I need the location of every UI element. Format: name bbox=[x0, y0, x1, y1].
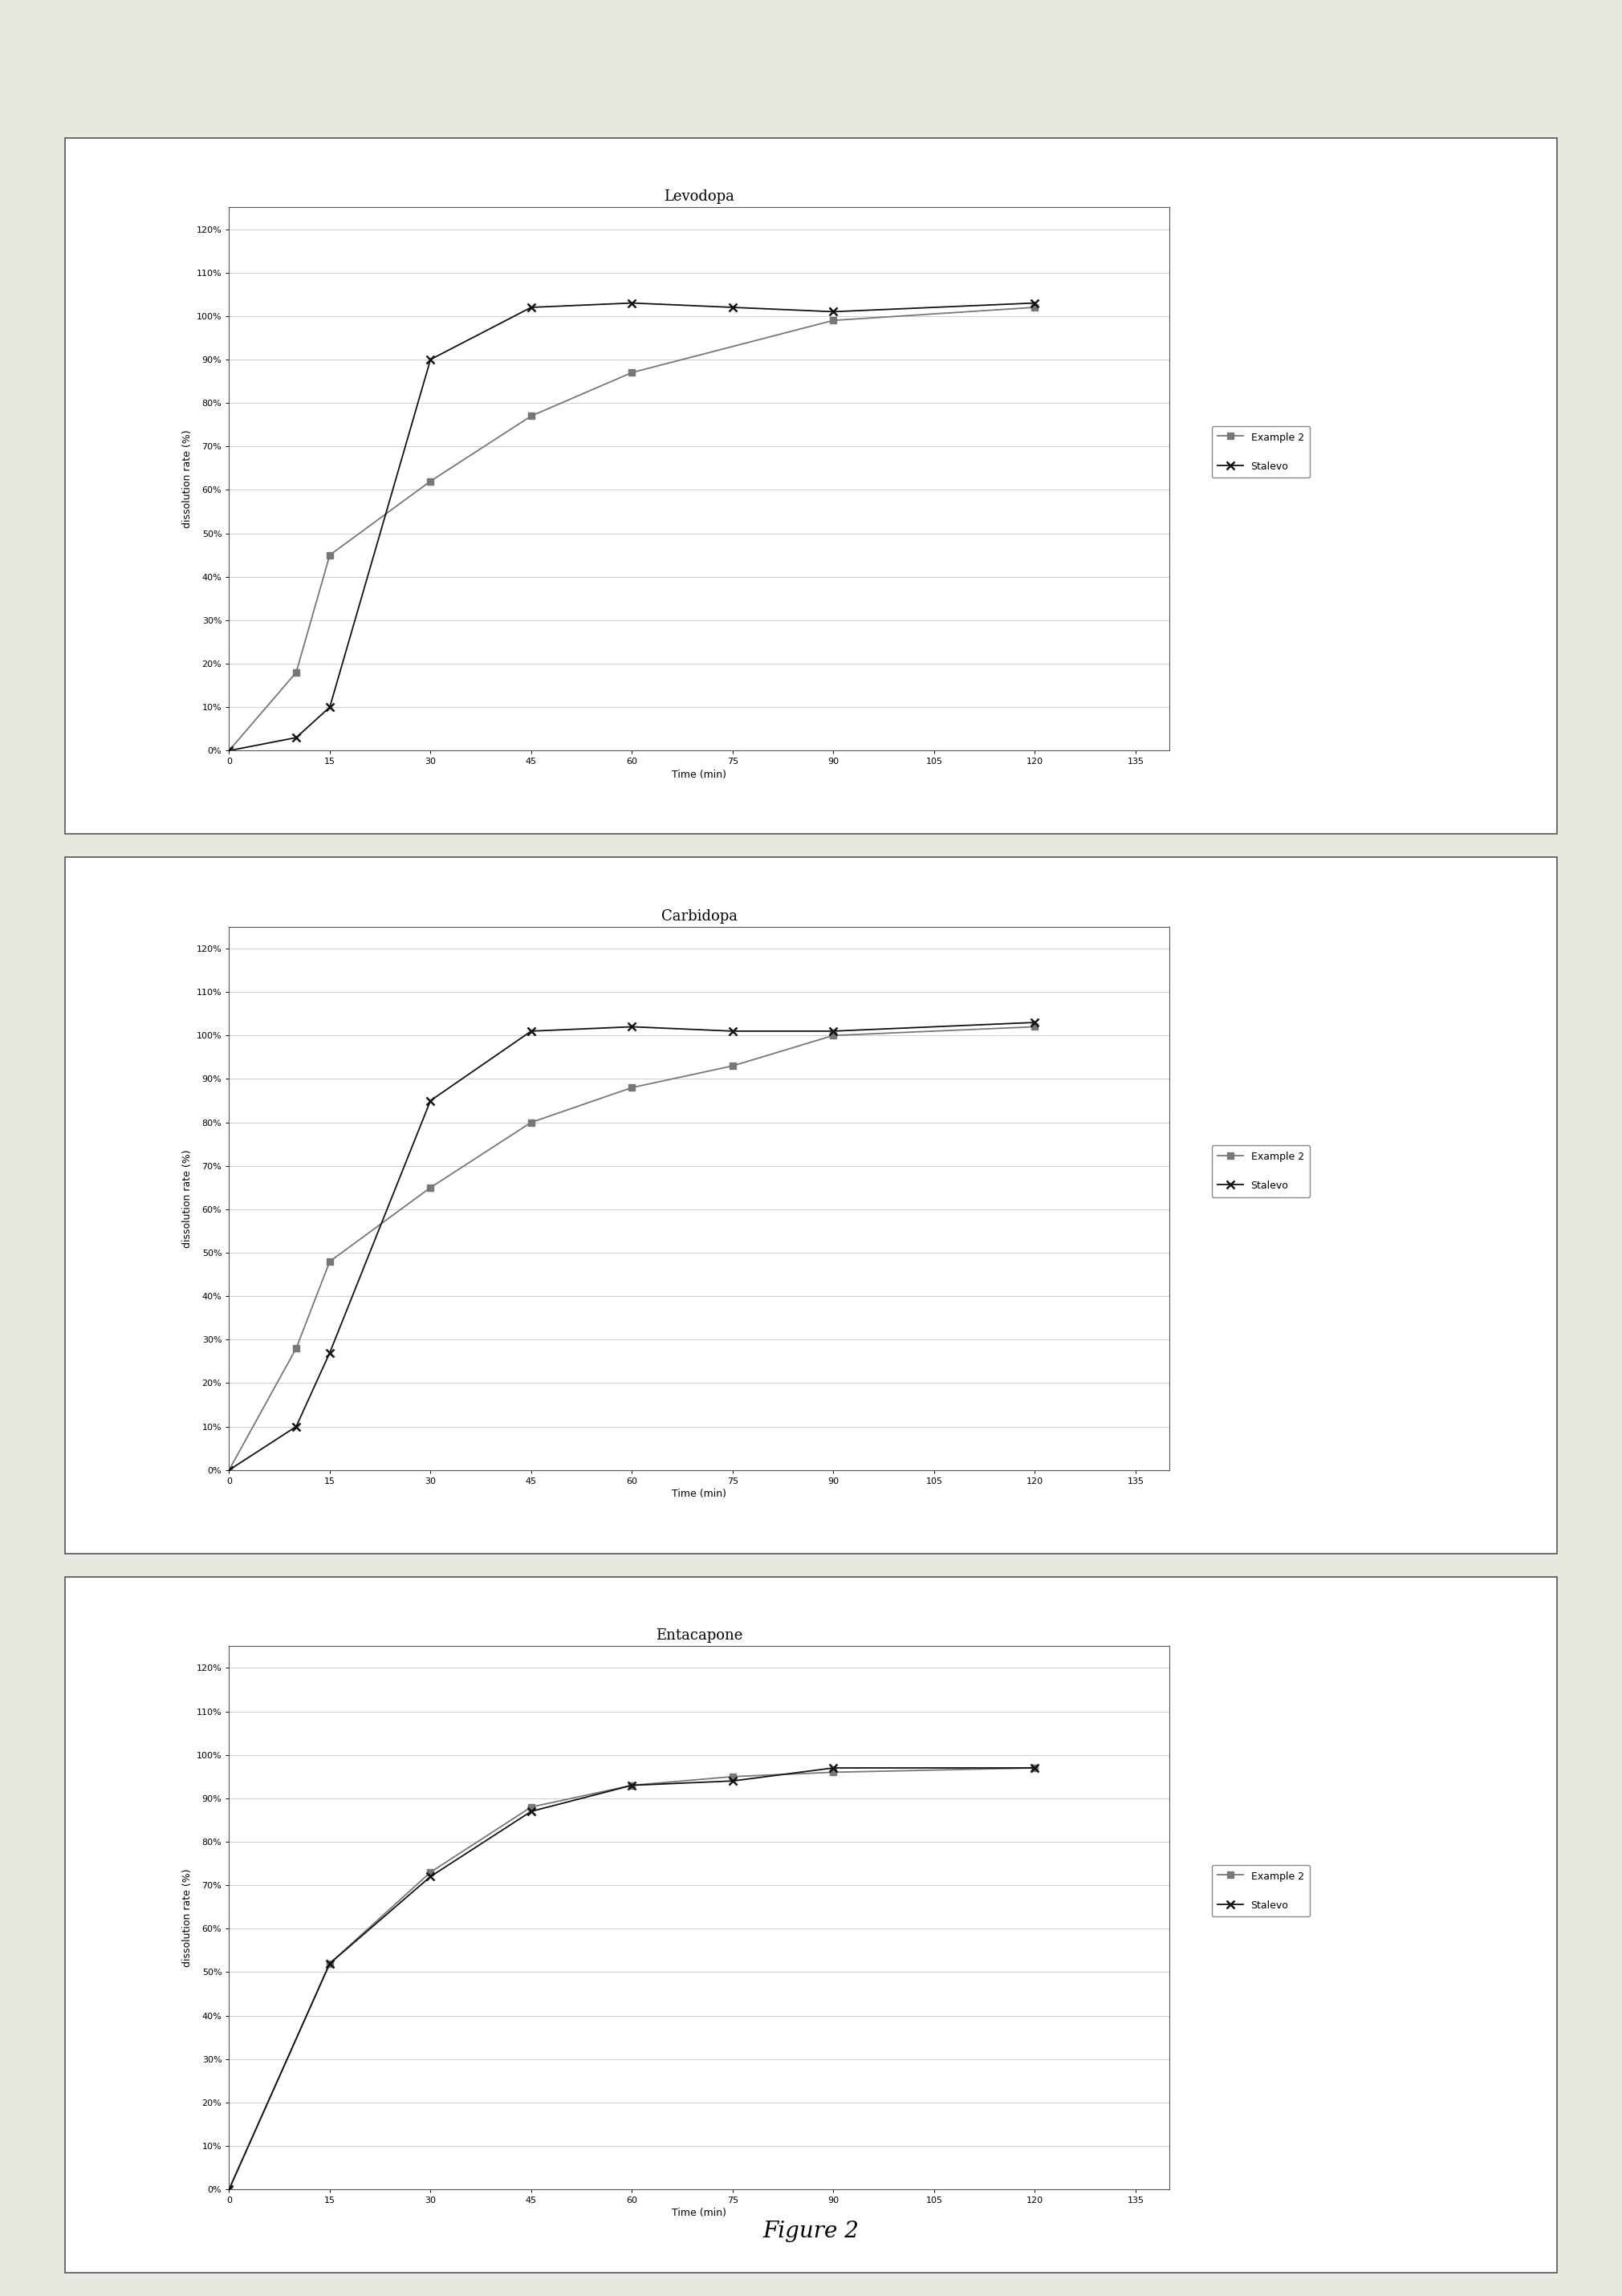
Example 2 bbox=[287, 1334, 307, 1362]
Stalevo bbox=[824, 1754, 843, 1782]
Example 2 bbox=[287, 659, 307, 687]
Stalevo bbox=[287, 723, 307, 751]
Line: Stalevo: Stalevo bbox=[225, 298, 1038, 755]
Stalevo bbox=[1025, 1008, 1045, 1035]
Example 2 bbox=[723, 1052, 743, 1079]
Example 2 bbox=[723, 1763, 743, 1791]
Example 2 bbox=[219, 1456, 238, 1483]
Stalevo bbox=[320, 1339, 339, 1366]
Title: Levodopa: Levodopa bbox=[663, 191, 735, 204]
X-axis label: Time (min): Time (min) bbox=[672, 769, 727, 781]
Legend: Example 2, Stalevo: Example 2, Stalevo bbox=[1212, 1146, 1311, 1196]
Example 2 bbox=[522, 402, 542, 429]
Y-axis label: dissolution rate (%): dissolution rate (%) bbox=[183, 429, 193, 528]
Stalevo bbox=[420, 1862, 440, 1890]
Line: Stalevo: Stalevo bbox=[225, 1019, 1038, 1474]
Stalevo bbox=[522, 1798, 542, 1825]
Stalevo bbox=[1025, 1754, 1045, 1782]
Example 2 bbox=[219, 737, 238, 765]
Example 2 bbox=[1025, 294, 1045, 321]
Line: Example 2: Example 2 bbox=[225, 1766, 1038, 2193]
Stalevo bbox=[420, 1086, 440, 1114]
Y-axis label: dissolution rate (%): dissolution rate (%) bbox=[183, 1150, 193, 1247]
Example 2 bbox=[420, 468, 440, 496]
Example 2 bbox=[623, 1773, 642, 1800]
Stalevo bbox=[522, 294, 542, 321]
Stalevo bbox=[219, 737, 238, 765]
Stalevo bbox=[723, 1768, 743, 1795]
Legend: Example 2, Stalevo: Example 2, Stalevo bbox=[1212, 425, 1311, 478]
Example 2 bbox=[522, 1793, 542, 1821]
Line: Stalevo: Stalevo bbox=[225, 1763, 1038, 2193]
Example 2 bbox=[824, 1759, 843, 1786]
Stalevo bbox=[420, 347, 440, 374]
Stalevo bbox=[219, 1456, 238, 1483]
Stalevo bbox=[723, 294, 743, 321]
Stalevo bbox=[522, 1017, 542, 1045]
Stalevo bbox=[320, 1949, 339, 1977]
X-axis label: Time (min): Time (min) bbox=[672, 1488, 727, 1499]
Example 2 bbox=[522, 1109, 542, 1137]
Stalevo bbox=[219, 2177, 238, 2204]
Example 2 bbox=[320, 542, 339, 569]
Example 2 bbox=[824, 1022, 843, 1049]
Stalevo bbox=[824, 298, 843, 326]
Example 2 bbox=[320, 1949, 339, 1977]
Example 2 bbox=[320, 1247, 339, 1274]
Example 2 bbox=[623, 1075, 642, 1102]
Example 2 bbox=[420, 1173, 440, 1201]
Line: Example 2: Example 2 bbox=[225, 303, 1038, 753]
Example 2 bbox=[824, 308, 843, 335]
Stalevo bbox=[623, 1773, 642, 1800]
Y-axis label: dissolution rate (%): dissolution rate (%) bbox=[183, 1869, 193, 1968]
Example 2 bbox=[420, 1857, 440, 1885]
Stalevo bbox=[824, 1017, 843, 1045]
Example 2 bbox=[1025, 1754, 1045, 1782]
Stalevo bbox=[723, 1017, 743, 1045]
Stalevo bbox=[287, 1412, 307, 1440]
Title: Entacapone: Entacapone bbox=[655, 1628, 743, 1642]
Stalevo bbox=[623, 1013, 642, 1040]
Stalevo bbox=[623, 289, 642, 317]
Example 2 bbox=[219, 2177, 238, 2204]
Example 2 bbox=[1025, 1013, 1045, 1040]
X-axis label: Time (min): Time (min) bbox=[672, 2209, 727, 2218]
Example 2 bbox=[623, 358, 642, 386]
Stalevo bbox=[1025, 289, 1045, 317]
Line: Example 2: Example 2 bbox=[225, 1024, 1038, 1474]
Text: Figure 2: Figure 2 bbox=[762, 2220, 860, 2243]
Legend: Example 2, Stalevo: Example 2, Stalevo bbox=[1212, 1864, 1311, 1917]
Title: Carbidopa: Carbidopa bbox=[660, 909, 738, 923]
Stalevo bbox=[320, 693, 339, 721]
